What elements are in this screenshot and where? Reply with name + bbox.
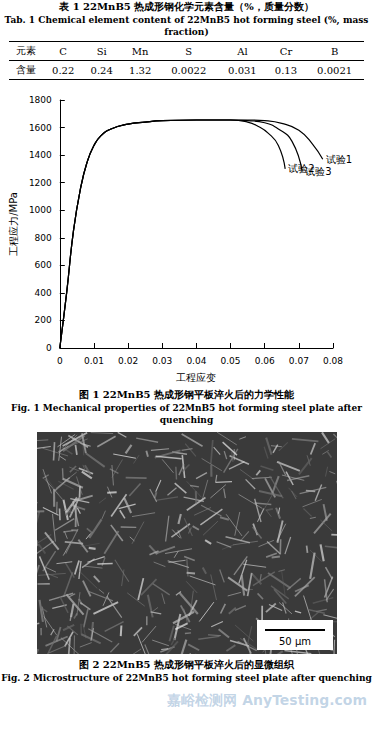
svg-text:试验1: 试验1 <box>326 154 352 165</box>
svg-text:1200: 1200 <box>29 178 52 188</box>
svg-text:试验2: 试验2 <box>288 163 315 175</box>
html-text:0.13: 0.13 <box>274 64 298 76</box>
svg-text:0.02: 0.02 <box>118 356 138 366</box>
svg-text:600: 600 <box>35 260 52 270</box>
html-text:元素: 元素 <box>16 45 37 56</box>
html-text:图 1 22MnB5 热成形钢平板淬火后的力学性能: 图 1 22MnB5 热成形钢平板淬火后的力学性能 <box>79 389 294 400</box>
svg-text:0.03: 0.03 <box>152 356 172 366</box>
html-text:1.32: 1.32 <box>129 64 152 76</box>
svg-text:400: 400 <box>35 288 52 298</box>
svg-text:试验3: 试验3 <box>305 166 331 177</box>
html-text:Fig. 1 Mechanical properties o: Fig. 1 Mechanical properties of 22MnB5 h… <box>11 403 362 425</box>
html-text:图 2 22MnB5 热成形钢平板淬火后的显微组织: 图 2 22MnB5 热成形钢平板淬火后的显微组织 <box>79 659 294 670</box>
html-text:0.031: 0.031 <box>228 64 257 76</box>
html-text:含量: 含量 <box>16 64 37 75</box>
svg-text:1800: 1800 <box>29 95 52 105</box>
svg-text:50 μm: 50 μm <box>278 636 310 647</box>
html-text:0.0021: 0.0021 <box>317 64 353 76</box>
html-text:嘉峪检测网 AnyTesting.com: 嘉峪检测网 AnyTesting.com <box>167 692 367 708</box>
svg-text:工程应力/MPa: 工程应力/MPa <box>8 192 19 256</box>
svg-text:0.06: 0.06 <box>255 356 275 366</box>
svg-text:1000: 1000 <box>29 205 52 215</box>
svg-text:0: 0 <box>46 343 52 353</box>
html-text:Mn: Mn <box>131 45 149 57</box>
svg-text:0.05: 0.05 <box>221 356 241 366</box>
html-text:Fig. 2 Microstructure of 22MnB: Fig. 2 Microstructure of 22MnB5 hot form… <box>1 673 372 683</box>
svg-text:0.04: 0.04 <box>186 356 206 366</box>
html-text:C: C <box>59 45 67 57</box>
svg-text:0.01: 0.01 <box>84 356 104 366</box>
svg-text:0.08: 0.08 <box>323 356 343 366</box>
html-text:S: S <box>185 45 193 57</box>
svg-text:工程应变: 工程应变 <box>176 372 216 383</box>
svg-text:200: 200 <box>35 315 52 325</box>
html-text:Si: Si <box>96 45 107 57</box>
html-text:0.24: 0.24 <box>90 64 113 76</box>
html-text:B: B <box>330 45 339 57</box>
html-text:0.22: 0.22 <box>52 64 75 76</box>
svg-text:1400: 1400 <box>29 150 52 160</box>
svg-text:0: 0 <box>57 356 63 366</box>
html-text:0.0022: 0.0022 <box>171 64 207 76</box>
svg-text:1600: 1600 <box>29 123 52 133</box>
html-text:Al: Al <box>237 45 248 57</box>
html-text:Tab. 1 Chemical element conten: Tab. 1 Chemical element content of 22MnB… <box>4 15 369 37</box>
html-text:Cr: Cr <box>279 45 293 57</box>
svg-text:0.07: 0.07 <box>289 356 309 366</box>
html-text:表 1 22MnB5 热成形钢化学元素含量（%，质量分数）: 表 1 22MnB5 热成形钢化学元素含量（%，质量分数） <box>59 1 314 12</box>
svg-text:800: 800 <box>35 233 52 243</box>
